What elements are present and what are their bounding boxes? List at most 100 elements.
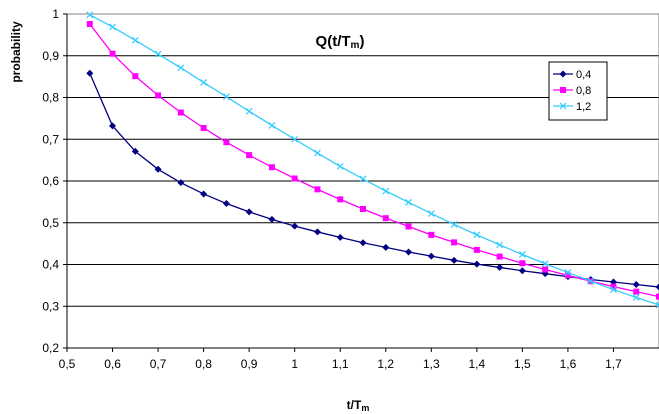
data-point bbox=[109, 23, 116, 31]
data-point bbox=[222, 93, 230, 101]
series-2 bbox=[86, 21, 659, 300]
y-tick-label: 0,2 bbox=[42, 341, 59, 355]
y-tick-label: 0,3 bbox=[42, 299, 59, 313]
data-point bbox=[155, 92, 162, 99]
data-point bbox=[268, 122, 276, 129]
x-tick-label: 0,9 bbox=[241, 357, 258, 371]
data-point bbox=[450, 220, 458, 228]
x-tick-label: 0,7 bbox=[150, 357, 167, 371]
data-point bbox=[632, 281, 640, 289]
data-point bbox=[200, 79, 208, 86]
x-tick-label: 1,2 bbox=[377, 357, 394, 371]
chart-title-end: ) bbox=[359, 33, 364, 50]
data-point bbox=[405, 223, 412, 230]
data-point bbox=[518, 251, 526, 258]
y-tick-label: 0,9 bbox=[42, 49, 59, 63]
x-tick-label: 0,8 bbox=[195, 357, 212, 371]
data-point bbox=[359, 239, 367, 247]
x-tick-label: 1,5 bbox=[514, 357, 531, 371]
data-point bbox=[154, 50, 162, 58]
x-axis-label-sub: m bbox=[361, 403, 369, 413]
data-point bbox=[564, 269, 572, 276]
data-point bbox=[313, 228, 321, 236]
data-point bbox=[86, 69, 94, 77]
data-point bbox=[177, 109, 184, 116]
data-point bbox=[177, 64, 185, 72]
x-tick-label: 1,1 bbox=[332, 357, 349, 371]
series-line bbox=[89, 23, 659, 298]
x-tick-label: 1,3 bbox=[423, 357, 440, 371]
data-point bbox=[610, 286, 617, 293]
x-tick-label: 1,4 bbox=[469, 357, 486, 371]
data-point bbox=[200, 190, 208, 198]
data-point bbox=[633, 288, 640, 295]
series-1 bbox=[86, 69, 659, 291]
data-point bbox=[610, 283, 617, 290]
legend-item: 0,8 bbox=[553, 85, 591, 97]
data-point bbox=[291, 222, 299, 230]
data-point bbox=[518, 267, 526, 275]
data-point bbox=[405, 248, 413, 256]
data-point bbox=[632, 294, 640, 301]
legend-item: 0,4 bbox=[553, 69, 591, 81]
chart-title-sub: m bbox=[351, 40, 360, 51]
data-point bbox=[451, 239, 458, 246]
x-tick-label: 1 bbox=[291, 357, 298, 371]
y-tick-label: 1 bbox=[52, 7, 59, 21]
data-point bbox=[291, 175, 298, 182]
gridlines bbox=[67, 55, 659, 307]
y-axis-label: probability bbox=[9, 21, 23, 83]
data-point bbox=[200, 124, 207, 131]
data-point bbox=[427, 210, 435, 217]
data-point bbox=[223, 139, 230, 146]
data-point bbox=[245, 107, 253, 115]
chart-title-main: Q(t/T bbox=[316, 33, 351, 50]
legend: 0,4 0,8 1,2 bbox=[548, 61, 608, 121]
data-point bbox=[222, 200, 230, 208]
data-point bbox=[496, 241, 504, 249]
x-tick-label: 0,6 bbox=[104, 357, 121, 371]
data-point bbox=[541, 260, 549, 268]
data-point bbox=[427, 252, 435, 260]
legend-label: 1,2 bbox=[576, 101, 591, 113]
data-point bbox=[109, 122, 117, 130]
y-tick-label: 0,7 bbox=[42, 132, 59, 146]
data-point bbox=[177, 179, 185, 187]
data-point bbox=[86, 21, 93, 28]
data-point bbox=[360, 205, 366, 212]
data-point bbox=[656, 293, 659, 300]
data-point bbox=[655, 301, 659, 309]
data-point bbox=[314, 186, 321, 193]
data-point bbox=[382, 187, 390, 195]
data-point bbox=[496, 263, 504, 271]
legend-box bbox=[548, 61, 608, 121]
data-point bbox=[655, 283, 659, 291]
data-point bbox=[359, 175, 367, 183]
data-point bbox=[131, 36, 139, 44]
y-tick-label: 0,4 bbox=[42, 258, 59, 272]
data-point bbox=[519, 260, 526, 267]
legend-label: 0,4 bbox=[576, 69, 591, 81]
data-point bbox=[131, 147, 139, 155]
data-point bbox=[246, 152, 253, 159]
data-point bbox=[291, 135, 299, 143]
y-tick-label: 0,6 bbox=[42, 174, 59, 188]
data-point bbox=[336, 233, 344, 241]
data-point bbox=[542, 266, 549, 273]
data-point bbox=[473, 260, 481, 268]
data-point bbox=[405, 198, 412, 206]
data-point bbox=[154, 165, 162, 173]
x-axis-label-main: t/T bbox=[347, 398, 362, 412]
legend-marker bbox=[559, 102, 567, 110]
x-tick-label: 1,7 bbox=[605, 357, 622, 371]
data-point bbox=[132, 73, 139, 80]
series-line bbox=[89, 14, 659, 306]
data-point bbox=[564, 272, 571, 279]
data-point bbox=[473, 231, 481, 239]
legend-label: 0,8 bbox=[576, 85, 591, 97]
data-point bbox=[268, 215, 276, 223]
legend-marker bbox=[559, 70, 567, 78]
data-point bbox=[473, 246, 480, 253]
x-tick-label: 0,5 bbox=[59, 357, 76, 371]
